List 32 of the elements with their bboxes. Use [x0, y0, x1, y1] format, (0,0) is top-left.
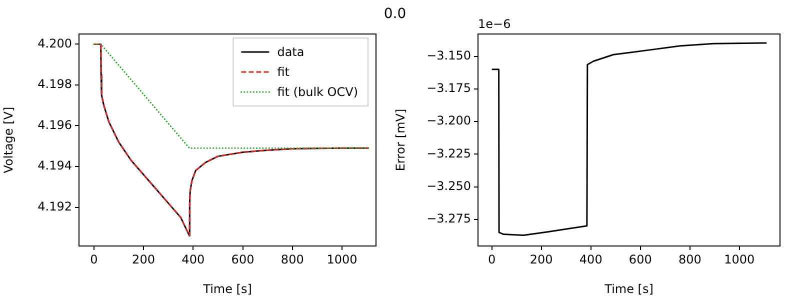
x-tick-label: 1000 — [326, 252, 358, 266]
y-axis-title: Error [mV] — [393, 108, 408, 172]
x-tick-label: 400 — [182, 252, 205, 266]
y-axis-title: Voltage [V] — [1, 106, 16, 174]
x-tick-label: 800 — [280, 252, 304, 266]
y-tick-label: −3.250 — [426, 178, 471, 193]
chart-title: 0.0 — [384, 6, 406, 22]
x-tick-label: 600 — [231, 252, 254, 266]
x-tick-label: 200 — [530, 252, 553, 266]
y-tick-label: 4.198 — [38, 77, 72, 92]
x-tick-label: 400 — [579, 252, 602, 266]
legend-label: fit — [277, 65, 290, 80]
y-tick-label: 4.192 — [38, 199, 72, 214]
y-tick-label: −3.225 — [426, 146, 471, 160]
y-tick-label: 4.194 — [38, 158, 72, 173]
y-tick-label: −3.200 — [426, 114, 471, 128]
x-axis-title: Time [s] — [202, 282, 252, 296]
x-tick-label: 0 — [488, 252, 496, 266]
y-tick-label: −3.275 — [426, 212, 471, 226]
y-tick-label: 4.200 — [38, 36, 72, 50]
y-tick-label: −3.150 — [426, 48, 471, 62]
legend-label: data — [277, 45, 304, 60]
x-tick-label: 0 — [90, 252, 98, 266]
x-tick-label: 600 — [628, 252, 652, 266]
y-tick-label: 4.196 — [38, 118, 72, 132]
text: 1e−6 — [478, 17, 511, 32]
x-tick-label: 1000 — [724, 252, 755, 266]
legend-label: fit (bulk OCV) — [277, 85, 358, 100]
x-axis-title: Time [s] — [604, 282, 654, 296]
x-tick-label: 200 — [132, 252, 155, 266]
x-tick-label: 800 — [678, 252, 702, 266]
y-tick-label: −3.175 — [426, 81, 471, 96]
